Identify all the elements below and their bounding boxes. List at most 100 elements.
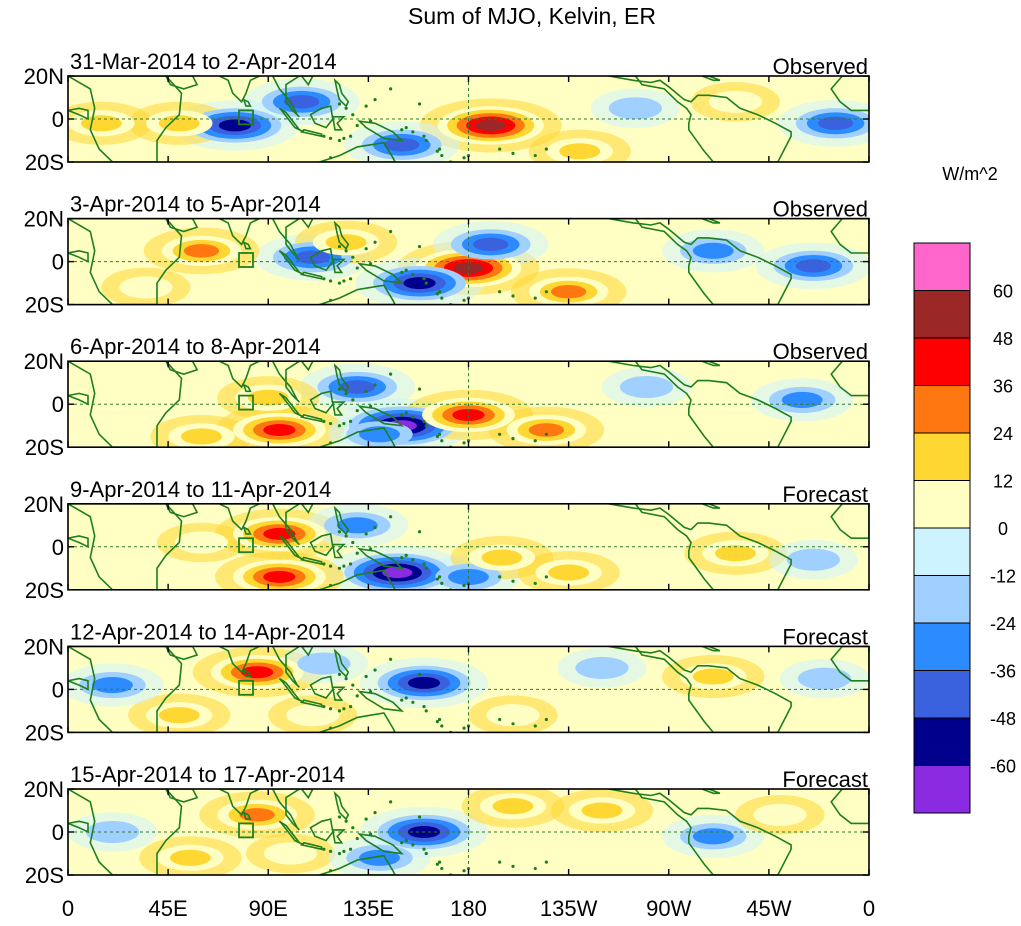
- island: [511, 437, 515, 441]
- colorbar-swatch: [913, 242, 971, 291]
- island: [369, 262, 373, 266]
- island: [328, 136, 333, 140]
- island: [351, 113, 355, 117]
- island: [544, 717, 548, 722]
- island: [389, 515, 393, 519]
- island: [355, 123, 359, 128]
- coastline: [68, 218, 183, 305]
- anomaly-contour: [336, 517, 378, 534]
- island: [417, 102, 422, 106]
- island: [462, 726, 466, 730]
- island: [322, 705, 326, 709]
- island: [344, 677, 348, 681]
- region-box: [238, 109, 254, 126]
- island: [417, 815, 422, 819]
- anomaly-contour: [559, 143, 601, 160]
- island: [422, 277, 426, 281]
- island: [355, 836, 359, 841]
- island: [424, 138, 428, 143]
- x-tick-label: 45W: [746, 896, 791, 921]
- anomaly-contour: [263, 570, 296, 583]
- island: [337, 709, 342, 713]
- colorbar-level-label: 0: [998, 519, 1008, 539]
- island: [435, 862, 439, 866]
- anomaly-contour: [795, 259, 832, 273]
- island: [435, 434, 439, 439]
- island: [348, 562, 353, 566]
- panel-status-label: Forecast: [782, 624, 868, 649]
- island: [422, 419, 426, 423]
- island: [440, 439, 444, 443]
- island: [498, 575, 502, 579]
- anomaly-contour: [263, 842, 318, 865]
- coastlines: [68, 218, 869, 305]
- island: [544, 860, 548, 864]
- panel-date-label: 3-Apr-2014 to 5-Apr-2014: [70, 192, 321, 217]
- island: [364, 247, 368, 251]
- coastline: [608, 646, 792, 733]
- coastline: [271, 789, 301, 831]
- region-box: [238, 394, 254, 411]
- coastline: [299, 556, 323, 565]
- island: [328, 726, 333, 730]
- y-tick-label: 20S: [25, 293, 64, 318]
- island: [373, 811, 377, 815]
- coastline: [299, 271, 323, 280]
- x-tick-label: 90E: [249, 896, 288, 921]
- coastline: [271, 646, 301, 688]
- coastline: [701, 646, 721, 652]
- island: [328, 298, 333, 302]
- panel-6: 20N 0 20S 15-Apr-2014 to 17-Apr-2014 Forecas…: [24, 762, 870, 888]
- island: [400, 841, 404, 845]
- colorbar-swatch: [913, 432, 971, 481]
- anomaly-contour: [475, 119, 506, 131]
- island: [337, 281, 342, 285]
- island: [364, 817, 368, 821]
- colorbar-swatch: [913, 480, 971, 529]
- island: [355, 266, 359, 270]
- coastline: [830, 361, 869, 397]
- panel-3: 20N 0 20S 6-Apr-2014 to 8-Apr-2014 Observed: [24, 334, 870, 460]
- colorbar-swatch: [913, 527, 971, 576]
- island: [411, 415, 415, 419]
- island: [337, 815, 342, 819]
- island: [544, 290, 548, 294]
- island: [440, 153, 444, 158]
- island: [498, 860, 502, 864]
- colorbar-swatch: [913, 765, 971, 814]
- coastline: [300, 218, 314, 229]
- anomaly-contour: [575, 656, 629, 679]
- island: [533, 153, 537, 158]
- coastline: [357, 405, 405, 427]
- island: [437, 575, 442, 579]
- anomaly-contour: [183, 244, 220, 258]
- coastline: [68, 107, 89, 121]
- island: [328, 869, 333, 873]
- island: [322, 562, 326, 566]
- anomaly-contour: [181, 428, 222, 445]
- island: [424, 281, 428, 285]
- x-tick-label: 135E: [343, 896, 394, 921]
- coastline: [331, 401, 346, 416]
- x-tick-label: 90W: [646, 896, 691, 921]
- panels-group: 20N 0 20S 31-Mar-2014 to 2-Apr-2014 Observed…: [24, 49, 870, 888]
- colorbar-level-label: -60: [990, 757, 1016, 777]
- colorbar-level-label: -36: [990, 662, 1016, 682]
- panel-date-label: 12-Apr-2014 to 14-Apr-2014: [70, 619, 345, 644]
- island: [369, 119, 373, 123]
- island: [337, 424, 342, 428]
- coastline: [242, 811, 252, 820]
- coastline: [608, 789, 792, 875]
- coastline: [357, 120, 405, 142]
- island: [400, 698, 404, 702]
- coastline: [300, 646, 314, 657]
- island: [533, 439, 537, 443]
- colorbar-swatch: [913, 290, 971, 339]
- coastline: [242, 668, 252, 678]
- island: [322, 847, 326, 851]
- coastlines: [68, 361, 869, 448]
- island: [337, 566, 342, 570]
- anomaly-contour: [781, 391, 823, 408]
- island: [440, 296, 444, 300]
- island: [437, 717, 442, 722]
